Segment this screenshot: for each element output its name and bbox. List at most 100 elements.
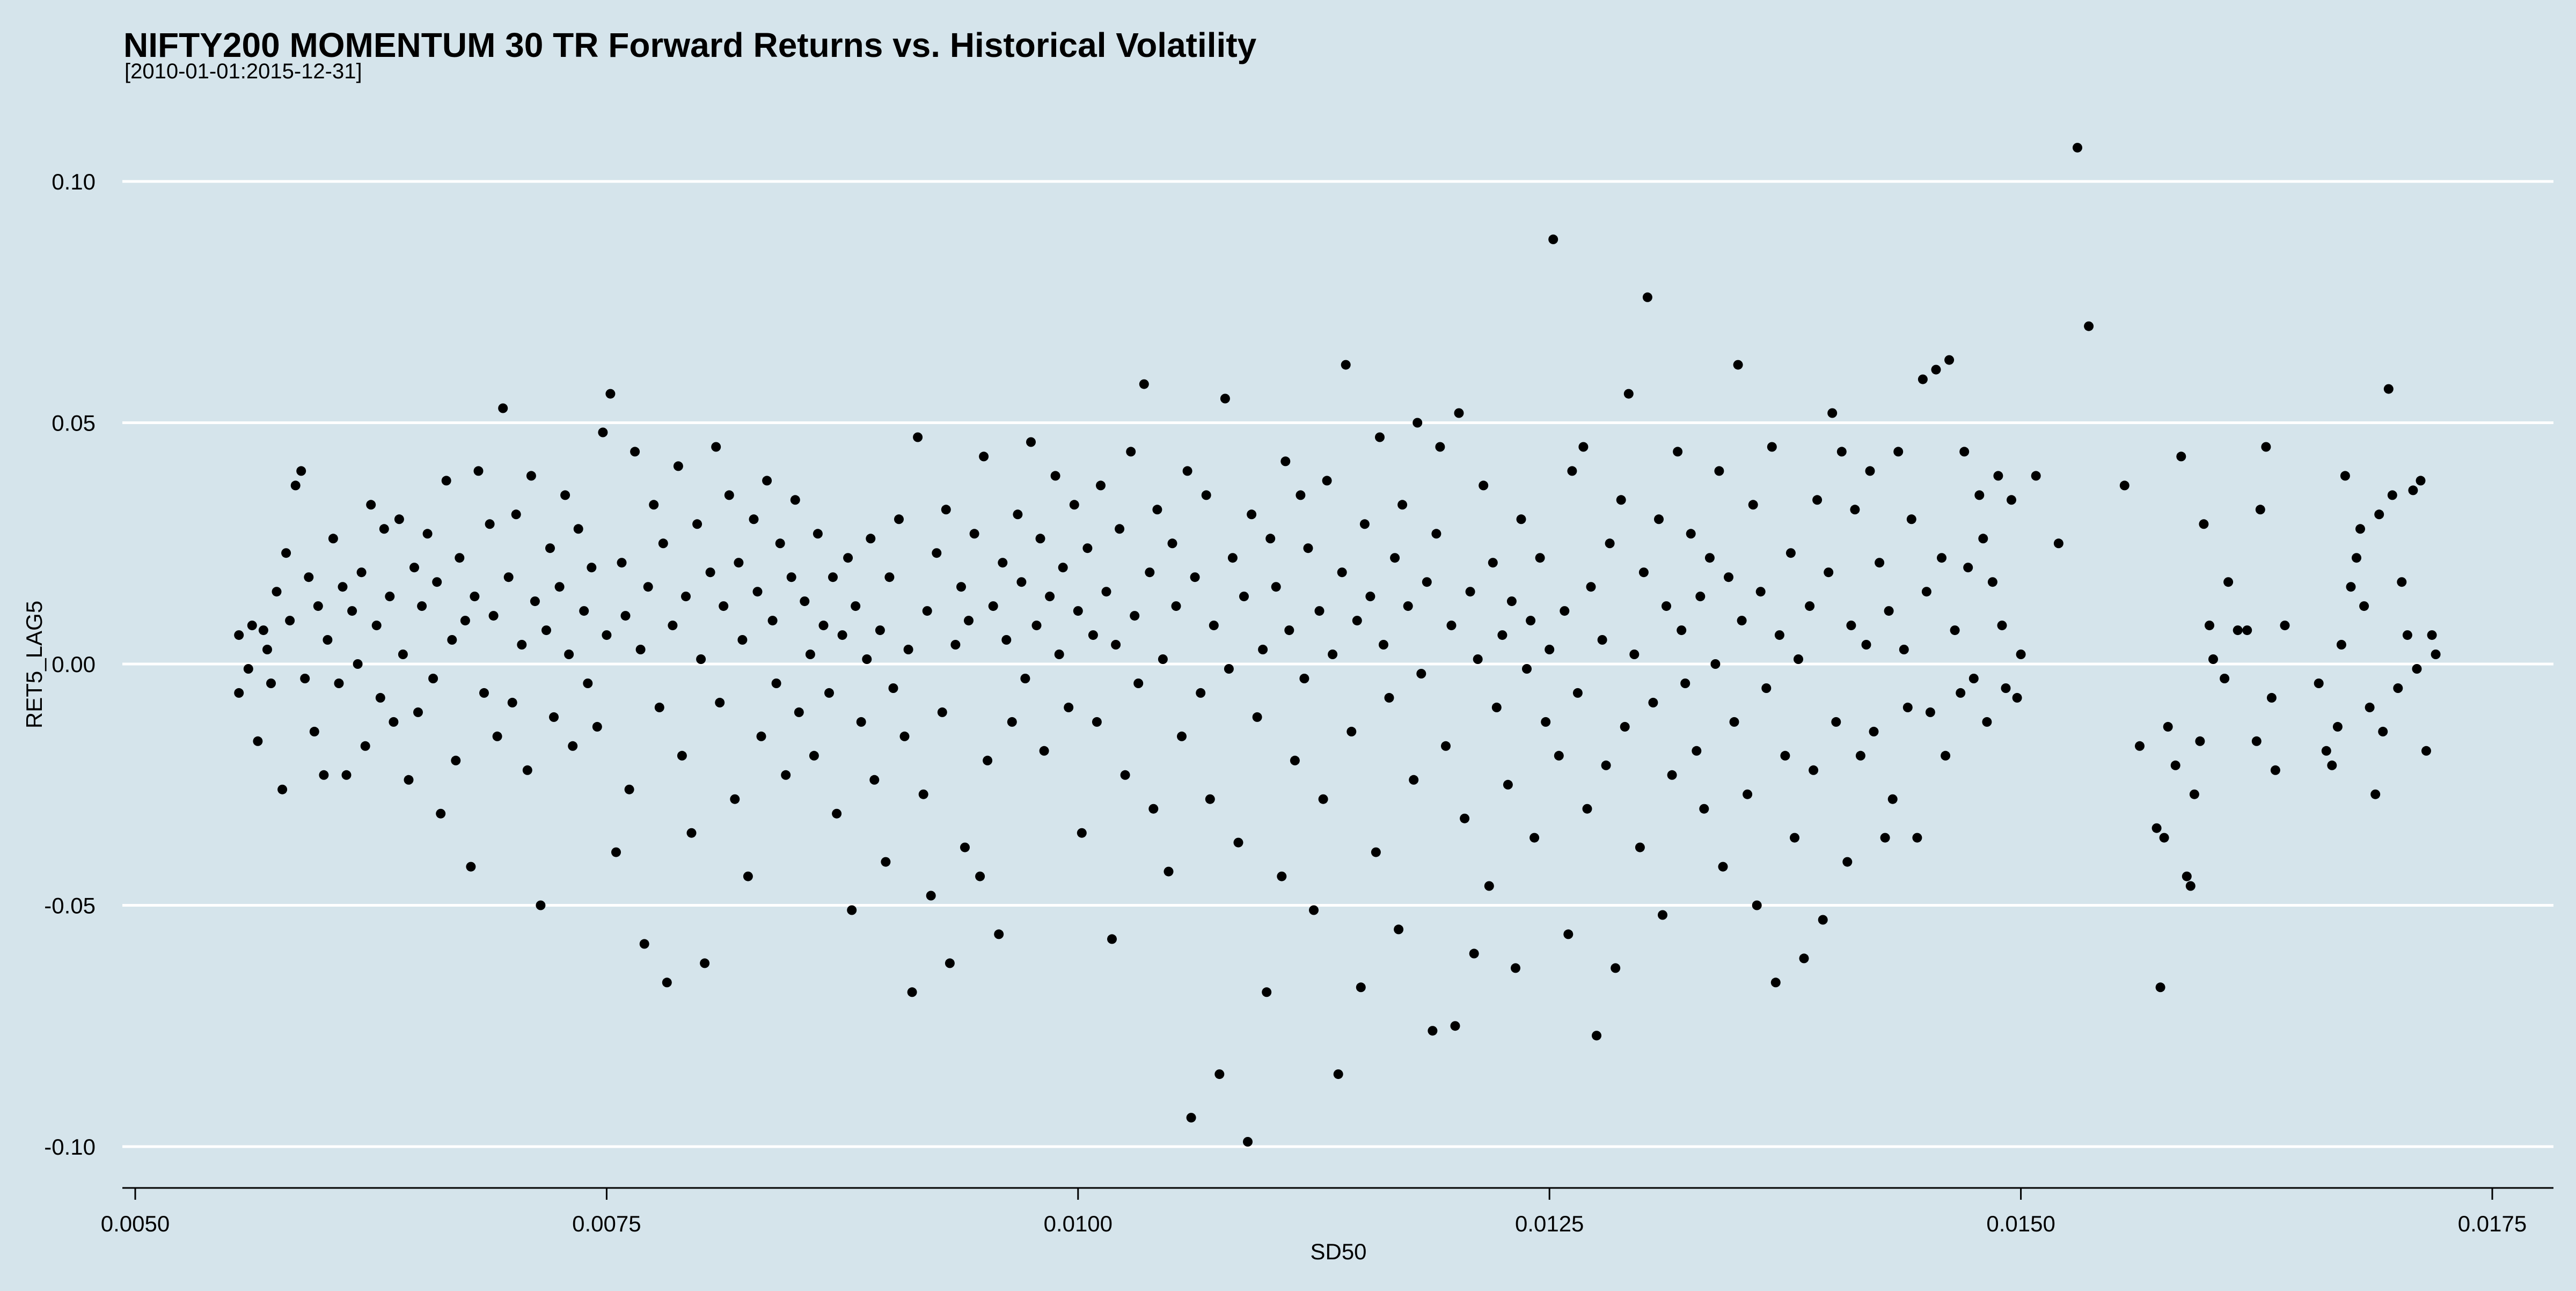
data-point [441,476,451,486]
data-point [592,721,602,732]
data-point [511,509,521,520]
data-point [417,601,427,611]
data-point [262,645,272,654]
data-point [560,490,570,500]
data-point [730,794,740,804]
data-point [1479,480,1489,491]
data-point [1997,621,2007,631]
data-point [869,775,880,785]
data-point [983,755,993,765]
data-point [436,808,446,819]
data-point [1092,717,1102,727]
data-point [2370,789,2381,799]
data-point [1243,1137,1253,1147]
data-point [1931,364,1941,375]
data-point [1827,408,1838,418]
data-point [1069,500,1079,510]
data-point [1088,630,1098,640]
data-point [1082,543,1093,553]
data-point [371,621,382,631]
data-point [2261,442,2271,452]
data-point [775,538,785,549]
data-point [1724,572,1733,582]
data-point [1774,630,1784,640]
data-point [2182,871,2192,881]
data-point [945,958,955,968]
data-point [719,601,729,611]
x-tick-label: 0.0125 [1515,1211,1584,1236]
data-point [1902,702,1913,712]
data-point [635,645,646,654]
data-point [1601,760,1611,770]
data-point [1115,524,1125,534]
data-point [2185,881,2196,891]
data-point [1850,505,1860,515]
data-point [1982,717,1992,727]
data-point [1318,794,1328,804]
data-point [1842,857,1853,867]
data-point [2352,553,2361,563]
data-point [338,582,348,592]
data-point [1937,553,1946,563]
data-point [1252,712,1262,722]
data-point [1673,447,1683,457]
data-point [950,640,961,650]
data-point [1446,621,1457,631]
data-point [394,514,404,524]
data-point [2159,833,2169,843]
y-axis-label: RET5_LAG5 [21,601,47,728]
data-point [564,650,574,659]
data-point [1560,606,1570,616]
data-point [234,688,244,698]
data-point [1680,679,1690,688]
data-point [1733,360,1743,370]
data-point [379,524,389,534]
data-point [2220,674,2230,683]
data-point [1629,650,1640,659]
data-point [258,625,268,636]
data-point [1582,804,1592,814]
data-point [281,548,291,558]
data-point [1623,389,1634,399]
data-point [2208,654,2218,664]
data-point [1465,587,1475,597]
data-point [1394,924,1404,935]
data-point [1714,466,1724,476]
data-point [1163,866,1174,877]
data-point [677,750,687,761]
data-point [2084,321,2094,331]
data-point [786,572,796,582]
data-point [1233,837,1243,848]
data-point [2195,736,2205,746]
data-point [1912,833,1922,843]
y-tick-labels: -0.10 -0.05 0.00 0.05 0.10 [44,169,96,1159]
data-point [1177,731,1187,741]
data-point [1450,1021,1460,1031]
data-point [2223,577,2234,587]
data-point [290,480,301,491]
data-point [828,572,838,582]
data-point [549,712,559,722]
data-point [624,784,634,794]
data-point [1139,379,1149,389]
data-point [2255,505,2265,515]
data-point [389,717,399,727]
data-point [2001,683,2011,693]
data-point [304,572,314,582]
data-point [1469,949,1479,959]
data-point [422,529,433,539]
data-point [884,572,895,582]
data-point [447,635,457,645]
chart-subtitle: [2010-01-01:2015-12-31] [125,60,362,83]
data-point [1662,601,1671,611]
data-point [1865,466,1875,476]
data-point [413,707,423,717]
data-point [2427,630,2437,640]
data-point [536,900,546,910]
data-point [1026,437,1036,447]
data-point [1148,804,1159,814]
data-point [1545,645,1555,654]
data-point [1831,717,1841,727]
data-point [711,442,721,452]
data-point [1296,490,1306,500]
